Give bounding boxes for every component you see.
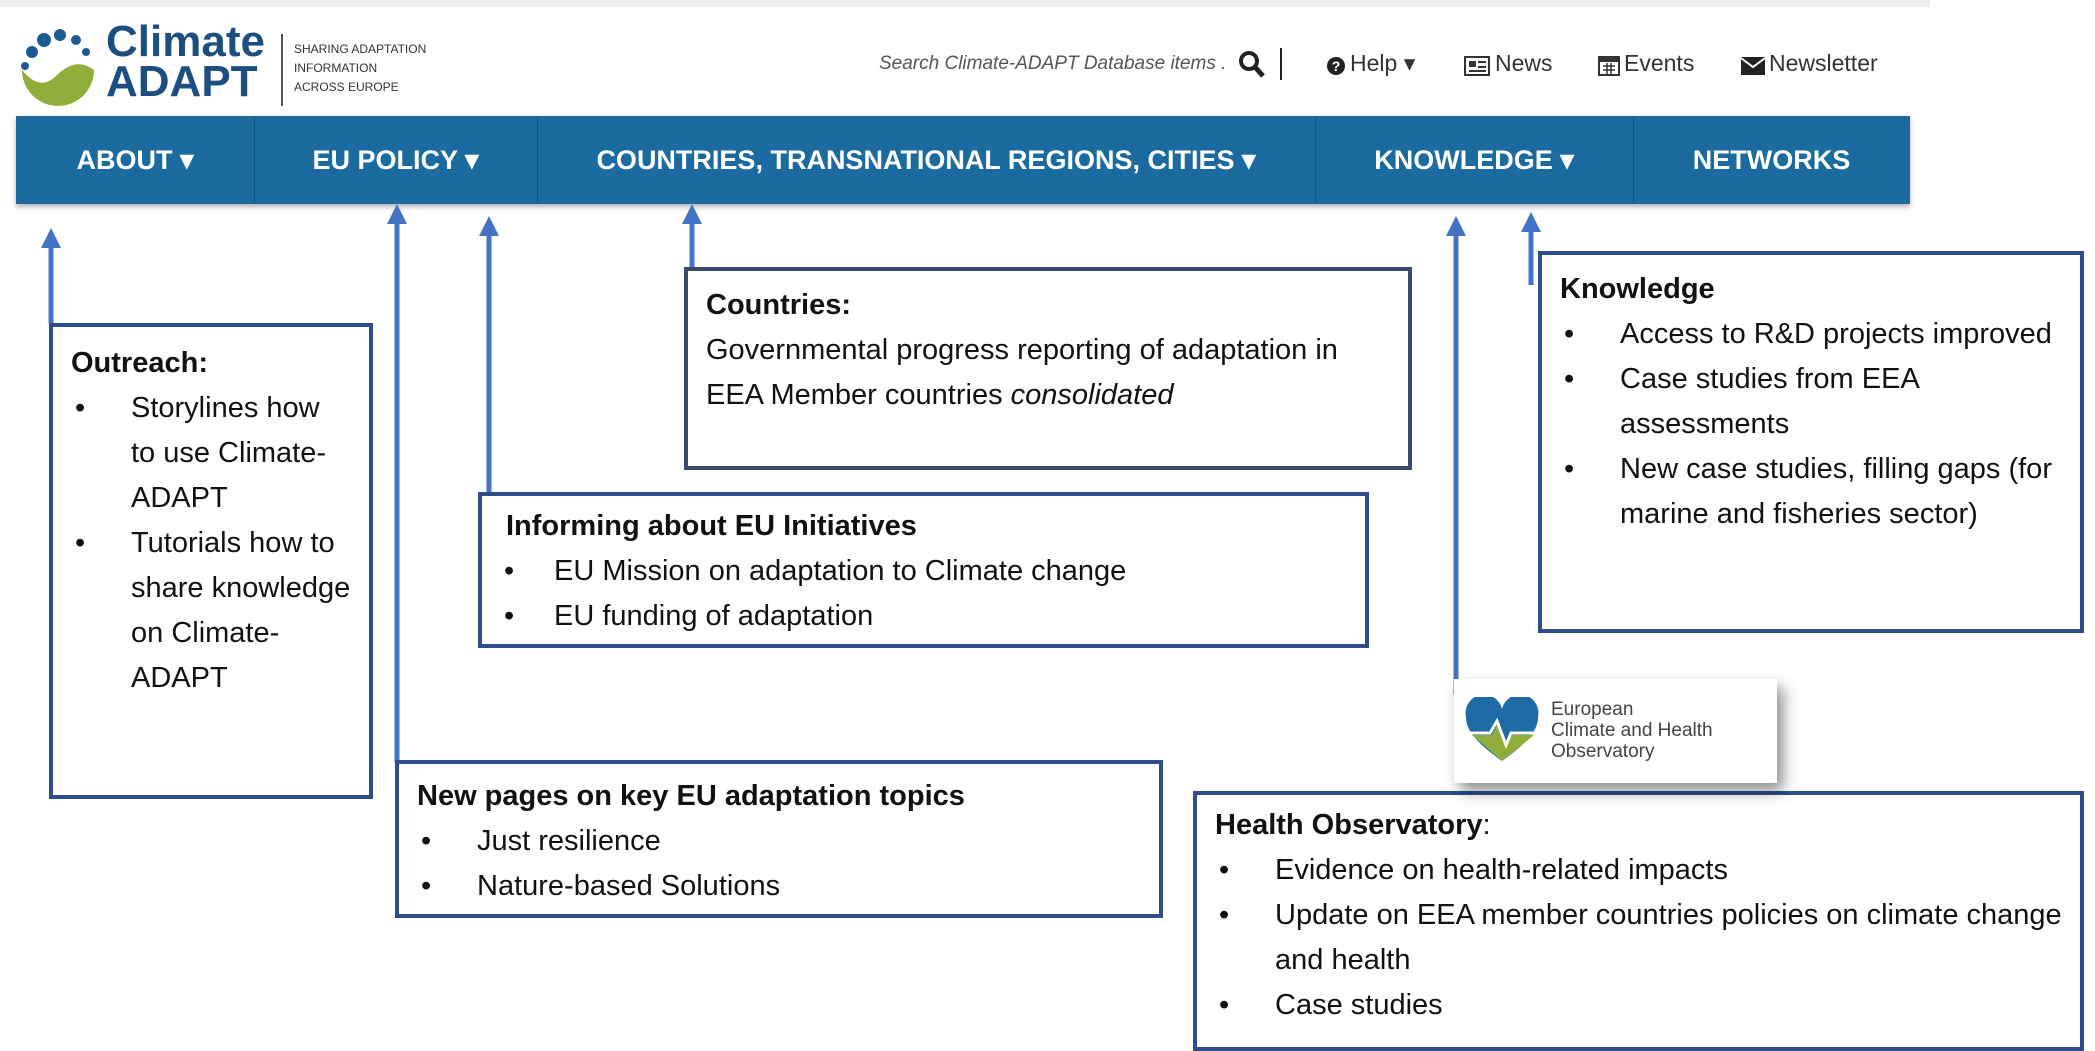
logo-divider <box>281 34 283 106</box>
countries-callout: Countries: Governmental progress reporti… <box>684 267 1412 470</box>
logo-icon <box>21 29 94 106</box>
observatory-text: European Climate and Health Observatory <box>1551 699 1713 762</box>
news-icon <box>1464 56 1490 76</box>
svg-text:?: ? <box>1332 58 1341 74</box>
observatory-logo: European Climate and Health Observatory <box>1454 679 1777 783</box>
nav-item[interactable]: KNOWLEDGE ▾ <box>1374 145 1574 175</box>
nav-item[interactable]: ABOUT ▾ <box>76 145 194 175</box>
search-icon[interactable] <box>1238 50 1266 80</box>
knowledge-callout: Knowledge Access to R&D projects improve… <box>1538 251 2084 633</box>
news-link[interactable]: News <box>1495 50 1553 76</box>
nav-divider <box>537 116 538 204</box>
top-bar <box>0 0 1930 7</box>
newsletter-icon <box>1741 57 1765 75</box>
help-icon: ? <box>1327 57 1345 75</box>
heart-icon <box>1465 697 1539 761</box>
logo-text: Climate ADAPT <box>106 17 265 106</box>
nav-bar: ABOUT ▾ EU POLICY ▾ COUNTRIES, TRANSNATI… <box>16 116 1910 204</box>
tagline: SHARING ADAPTATION INFORMATION ACROSS EURO… <box>294 42 427 94</box>
nav-divider <box>1633 116 1634 204</box>
outreach-callout: Outreach: Storylines how to use Climate-… <box>49 323 373 799</box>
help-link[interactable]: Help ▾ <box>1350 50 1416 76</box>
initiatives-callout: Informing about EU Initiatives EU Missio… <box>478 492 1369 648</box>
events-link[interactable]: Events <box>1624 50 1695 76</box>
arrows <box>41 204 1541 762</box>
nav-item[interactable]: NETWORKS <box>1692 145 1851 175</box>
search-input[interactable]: Search Climate-ADAPT Database items . <box>879 53 1227 74</box>
nav-item[interactable]: EU POLICY ▾ <box>312 145 479 175</box>
nav-divider <box>1315 116 1316 204</box>
nav-divider <box>254 116 255 204</box>
newsletter-link[interactable]: Newsletter <box>1769 50 1878 76</box>
search-divider <box>1280 48 1282 80</box>
events-icon <box>1598 56 1620 76</box>
topics-callout: New pages on key EU adaptation topics Ju… <box>395 760 1163 918</box>
health-callout: Health Observatory: Evidence on health-r… <box>1193 791 2084 1051</box>
nav-item[interactable]: COUNTRIES, TRANSNATIONAL REGIONS, CITIES… <box>596 145 1256 175</box>
